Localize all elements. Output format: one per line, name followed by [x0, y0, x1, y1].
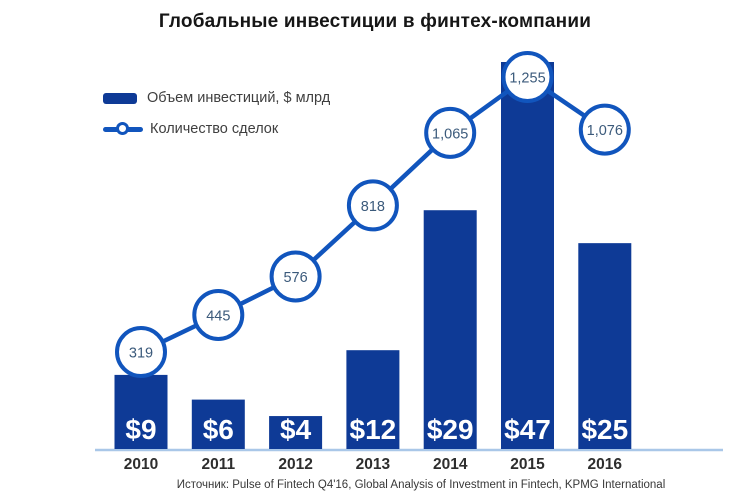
x-axis-label-2011: 2011 [201, 456, 235, 473]
deals-marker-2014 [424, 106, 477, 159]
deals-marker-2011 [192, 288, 245, 341]
x-axis-label-2014: 2014 [433, 456, 468, 473]
bar-series-swatch-icon [103, 92, 137, 104]
x-axis-label-2016: 2016 [588, 456, 623, 473]
bar-value-label: $47 [504, 414, 551, 445]
legend-label-deals: Количество сделок [150, 121, 279, 137]
deals-value-label: 319 [129, 346, 153, 362]
bar-2013 [346, 350, 400, 449]
deals-marker-2015 [501, 51, 554, 103]
legend-item-deals: Количество сделок [103, 119, 330, 139]
deals-value-label: 1,065 [432, 126, 468, 142]
deals-marker-2012 [269, 250, 322, 303]
bar-2010 [114, 374, 168, 449]
bar-value-label: $4 [280, 414, 312, 445]
bar-2016 [578, 243, 632, 449]
deals-marker-2010 [115, 326, 167, 378]
line-swatch-marker-icon [116, 122, 129, 135]
deals-value-label: 445 [206, 308, 230, 324]
bar-2015 [501, 62, 554, 449]
x-axis-label-2012: 2012 [278, 456, 312, 473]
legend: Объем инвестиций, $ млрд Количество сдел… [103, 88, 330, 150]
line-series-swatch-icon [103, 121, 143, 137]
chart-title: Глобальные инвестиции в финтех-компании [158, 11, 592, 32]
bar-2012 [269, 416, 323, 449]
x-axis-label-2015: 2015 [510, 456, 545, 473]
bar-value-label: $29 [427, 414, 474, 445]
deals-marker-2016 [578, 103, 631, 156]
bar-2014 [423, 210, 477, 449]
bar-value-label: $25 [581, 414, 628, 445]
deals-value-label: 818 [361, 199, 385, 215]
deals-value-label: 1,255 [509, 71, 545, 87]
bar-2011 [191, 399, 245, 449]
x-axis-label-2010: 2010 [124, 456, 158, 473]
deals-marker-2013 [346, 179, 399, 232]
bar-value-label: $12 [350, 414, 397, 445]
legend-label-investments: Объем инвестиций, $ млрд [147, 90, 331, 106]
deals-value-label: 1,076 [587, 123, 623, 139]
bar-value-label: $9 [125, 414, 156, 445]
x-axis-label-2013: 2013 [356, 456, 391, 473]
deals-value-label: 576 [283, 270, 307, 286]
bar-value-label: $6 [203, 414, 234, 445]
source-note: Источник: Pulse of Fintech Q4'16, Global… [176, 479, 666, 491]
legend-item-investments: Объем инвестиций, $ млрд [103, 88, 330, 108]
